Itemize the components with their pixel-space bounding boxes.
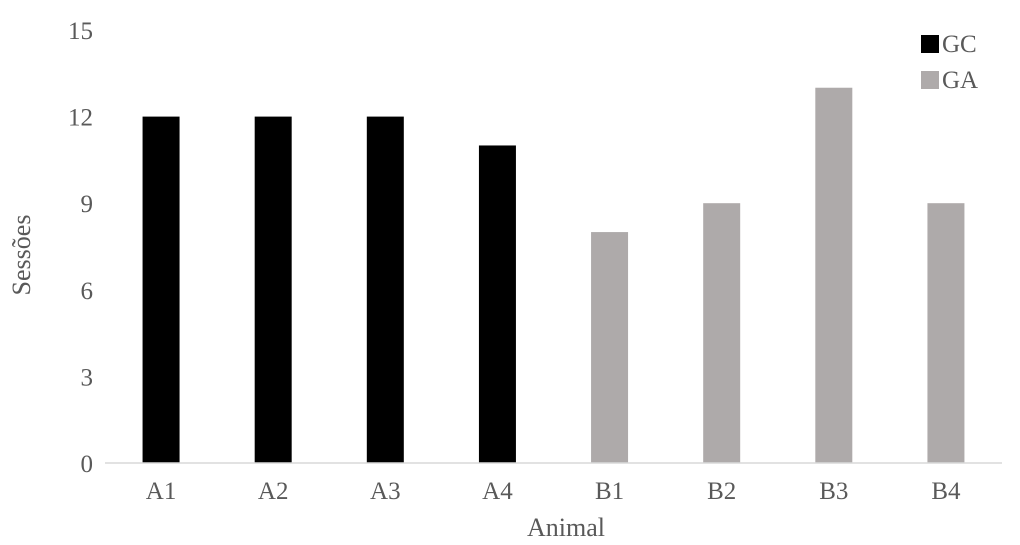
x-tick-label: A3: [370, 478, 401, 505]
y-tick-label: 9: [81, 191, 94, 218]
y-tick-label: 12: [68, 105, 93, 132]
y-axis-label: Sessões: [7, 215, 36, 296]
legend-swatch-ga: [921, 71, 939, 89]
x-tick-label: A4: [482, 478, 513, 505]
x-tick-label: B4: [931, 478, 961, 505]
y-tick-label: 6: [81, 278, 94, 305]
x-axis-tick-labels: A1 A2 A3 A4 B1 B2 B3 B4: [146, 478, 961, 505]
y-tick-label: 15: [68, 18, 93, 45]
x-axis-label: Animal: [527, 513, 605, 542]
bar-a1: [142, 116, 180, 463]
bar-a4: [478, 145, 516, 463]
legend-swatch-gc: [921, 35, 939, 53]
y-axis-ticks: 0 3 6 9 12 15: [68, 18, 93, 478]
x-tick-label: B3: [819, 478, 848, 505]
x-tick-label: B1: [595, 478, 624, 505]
bar-b1: [591, 232, 629, 463]
bar-b3: [815, 87, 853, 463]
x-tick-label: A2: [258, 478, 289, 505]
legend-label-ga: GA: [942, 67, 978, 94]
legend-label-gc: GC: [942, 31, 977, 58]
bar-b4: [927, 203, 965, 463]
bar-a2: [254, 116, 292, 463]
legend: GC GA: [921, 31, 978, 94]
x-tick-label: B2: [707, 478, 736, 505]
y-tick-label: 3: [81, 364, 94, 391]
y-tick-label: 0: [81, 451, 94, 478]
bars: [142, 87, 965, 463]
bar-a3: [366, 116, 404, 463]
x-tick-label: A1: [146, 478, 177, 505]
bar-b2: [703, 203, 741, 463]
